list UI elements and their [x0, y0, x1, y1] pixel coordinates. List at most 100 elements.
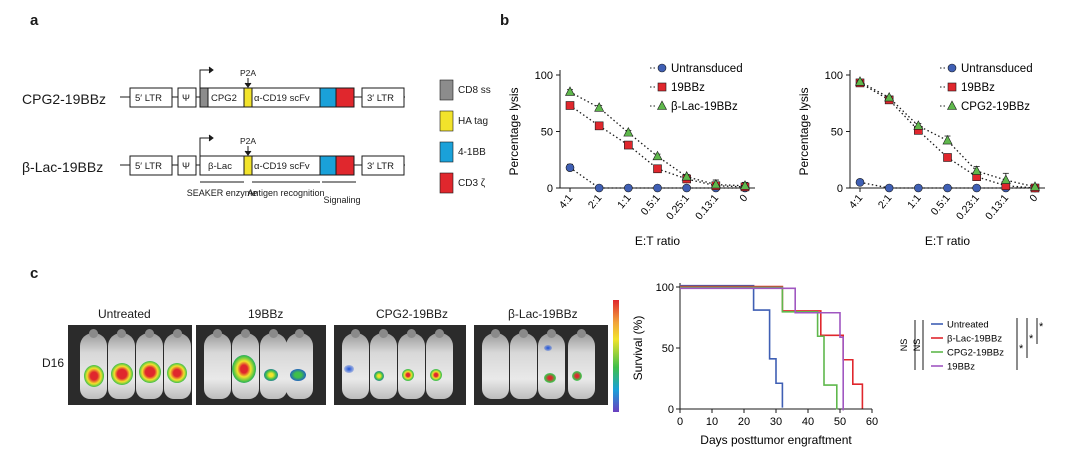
lysis-left-point-1-1: [594, 121, 604, 131]
lysis-right-point-0-0: [855, 178, 865, 187]
survival-chart: 0 50 100 0 10 20 30 40 50 60 Days posttumor engraf…: [631, 282, 878, 447]
lysis-right-xtick-label-3: 0.5:1: [929, 192, 953, 218]
construct-1-name: CPG2-19BBz: [22, 91, 106, 107]
lysis-right-point-2-3: [942, 134, 953, 145]
imaging-panel-cpg2: [334, 325, 466, 405]
psi-label: Ψ: [182, 93, 190, 104]
lysis-right-legend-marker-1: [947, 82, 957, 92]
lysis-left-legend-label-1: 19BBz: [671, 82, 705, 94]
cd3z-box-2: [335, 155, 355, 176]
p2a-label-1: P2A: [240, 68, 256, 78]
lysis-left-point-1-0: [565, 101, 575, 110]
lysis-right-xtick-label-4: 0.23:1: [954, 192, 982, 222]
lysis-chart-right: 0 50 100 4:1 2:1 1:1 0.5:1 0.23:1 0.13:1 0 E:T rat…: [797, 63, 1045, 248]
lysis-left-legend-marker-0: [657, 63, 667, 73]
lysis-left-ylabel: Percentage lysis: [507, 87, 521, 175]
lysis-chart-left: 0 50 100 4:1 2:1 1:1 0.5:1 0.25:1 0.13:1 0 E:T rat…: [507, 63, 755, 248]
ltr5-box-2: [129, 155, 173, 176]
lysis-right-xtick-label-0: 4:1: [847, 192, 866, 211]
bracket-label-antigen: Antigen recognition: [247, 188, 324, 198]
psi-label-2: Ψ: [182, 161, 190, 172]
lysis-left-xtick-label-2: 1:1: [615, 192, 634, 211]
psi-box: [177, 87, 197, 108]
legend-swatch-ha: [439, 110, 454, 132]
ha-tag-box-2: [243, 155, 253, 176]
bracket-label-seaker: SEAKER enzyme: [187, 188, 258, 198]
survival-xtick-label-1: 10: [706, 416, 718, 428]
lysis-left-xtick-label-6: 0: [737, 192, 750, 204]
imaging-panel-blac: [474, 325, 608, 405]
ltr5-box: [129, 87, 173, 108]
imaging-panel-untreated: [68, 325, 192, 405]
4-1bb-box-2: [319, 155, 337, 176]
construct-diagram: CPG2-19BBz β-Lac-19BBz 5′ LTR Ψ CPG2 α-C…: [22, 66, 491, 205]
lysis-left-xtick-label-4: 0.25:1: [664, 192, 692, 222]
sig-label-3: *: [1029, 333, 1034, 345]
lysis-right-point-2-1: [884, 91, 895, 102]
cd8ss-box: [199, 87, 209, 108]
lysis-left-xtick-label-3: 0.5:1: [639, 192, 663, 218]
survival-legend: Untreated β-Lac-19BBz CPG2-19BBz 19BBz NS NS *…: [899, 318, 1044, 373]
lysis-right-point-0-3: [943, 183, 952, 193]
ltr3-box: [361, 87, 405, 108]
lysis-left-point-0-3: [653, 183, 662, 193]
lysis-right-xtick-label-2: 1:1: [905, 192, 924, 211]
imaging-group-label-2: CPG2-19BBz: [376, 307, 449, 321]
lysis-right-xlabel: E:T ratio: [925, 234, 970, 248]
panel-letter-a: a: [30, 12, 39, 29]
lysis-right-ytick-label-1: 50: [831, 127, 843, 139]
imaging-group-label-3: β-Lac-19BBz: [508, 307, 578, 321]
lysis-right-point-2-0: [855, 76, 865, 86]
lysis-left-point-2-0: [565, 86, 575, 96]
lysis-left-series-line-1: [569, 104, 746, 188]
survival-curve-1: [680, 285, 864, 409]
luminescence-color-scale: [613, 300, 619, 412]
lysis-left-xtick-label-1: 2:1: [586, 192, 605, 211]
survival-ytick-label-1: 50: [662, 343, 674, 355]
imaging-day-label: D16: [42, 356, 65, 370]
lysis-left-point-2-3: [652, 150, 663, 161]
lysis-left-xtick-label-5: 0.13:1: [693, 192, 721, 222]
lysis-right-ylabel: Percentage lysis: [797, 87, 811, 175]
legend-label-ha: HA tag: [458, 116, 488, 127]
panel-letter-b: b: [500, 12, 510, 29]
scfv-label: α-CD19 scFv: [254, 93, 310, 104]
survival-xtick-label-0: 0: [677, 416, 683, 428]
legend-label-cd3z: CD3 ζ: [458, 178, 486, 189]
sig-label-4: *: [1039, 321, 1044, 333]
cd3z-box: [335, 87, 355, 108]
lysis-left-xlabel: E:T ratio: [635, 234, 680, 248]
lysis-right-xtick-label-5: 0.13:1: [983, 192, 1011, 222]
lysis-left-point-1-2: [624, 140, 633, 150]
survival-xtick-label-5: 50: [834, 416, 846, 428]
lysis-left-point-2-1: [594, 102, 605, 112]
lysis-right-legend-label-2: CPG2-19BBz: [961, 101, 1030, 113]
lysis-right-point-0-2: [914, 183, 923, 193]
lysis-left-point-1-3: [653, 164, 662, 174]
survival-legend-label-3: 19BBz: [947, 362, 975, 373]
lysis-right-legend-label-0: Untransduced: [961, 63, 1033, 75]
survival-legend-label-0: Untreated: [947, 320, 989, 331]
lysis-left-point-2-5: [710, 178, 721, 189]
construct-2-name: β-Lac-19BBz: [22, 159, 103, 175]
lysis-left-legend-label-2: β-Lac-19BBz: [671, 101, 738, 113]
legend-swatch-cd8ss: [439, 79, 454, 101]
lysis-right-point-0-4: [972, 183, 981, 193]
lysis-left-point-0-0: [565, 163, 575, 172]
survival-xtick-label-4: 40: [802, 416, 814, 428]
ltr5-label-2: 5′ LTR: [135, 161, 162, 172]
cpg2-label: CPG2: [211, 93, 237, 104]
lysis-left-ytick-label-0: 0: [547, 183, 553, 195]
sig-label-1: NS: [912, 339, 922, 352]
legend-swatch-41bb: [439, 141, 454, 163]
lysis-left-xtick-label-0: 4:1: [557, 192, 576, 211]
lysis-right-legend-marker-2: [947, 100, 957, 110]
panel-letter-c: c: [30, 265, 39, 282]
ltr3-label: 3′ LTR: [367, 93, 394, 104]
lysis-right-point-2-2: [913, 120, 924, 130]
lysis-right-xtick-label-6: 0: [1027, 192, 1040, 204]
lysis-left-legend-marker-1: [657, 82, 667, 92]
lysis-right-legend-label-1: 19BBz: [961, 82, 995, 94]
legend-label-41bb: 4-1BB: [458, 147, 486, 158]
legend-label-cd8ss: CD8 ss: [458, 85, 491, 96]
